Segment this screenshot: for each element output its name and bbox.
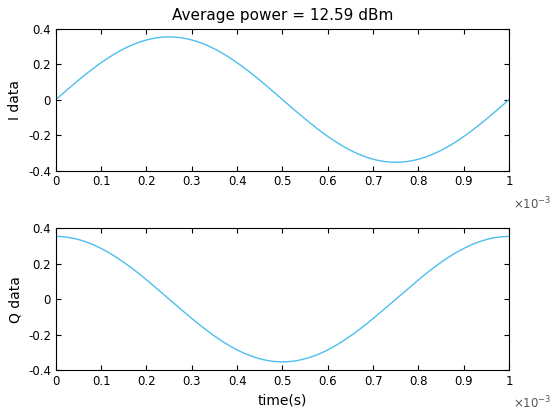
Text: $\times10^{-3}$: $\times10^{-3}$ [514, 196, 552, 212]
X-axis label: time(s): time(s) [258, 394, 307, 407]
Title: Average power = 12.59 dBm: Average power = 12.59 dBm [172, 8, 393, 24]
Text: $\times10^{-3}$: $\times10^{-3}$ [514, 395, 552, 412]
Y-axis label: Q data: Q data [8, 276, 22, 323]
Y-axis label: I data: I data [8, 79, 22, 120]
